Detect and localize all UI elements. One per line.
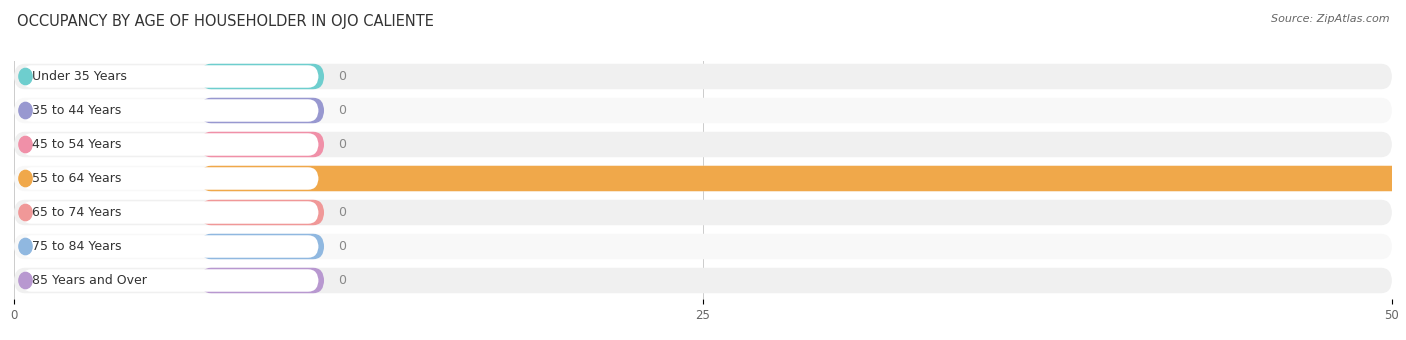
Text: 45 to 54 Years: 45 to 54 Years <box>32 138 122 151</box>
FancyBboxPatch shape <box>200 98 325 123</box>
Text: 0: 0 <box>337 240 346 253</box>
Circle shape <box>18 204 32 221</box>
FancyBboxPatch shape <box>21 235 319 258</box>
FancyBboxPatch shape <box>14 166 1392 191</box>
FancyBboxPatch shape <box>14 234 1392 259</box>
FancyBboxPatch shape <box>200 166 1406 191</box>
Text: 85 Years and Over: 85 Years and Over <box>32 274 148 287</box>
Text: 55 to 64 Years: 55 to 64 Years <box>32 172 122 185</box>
FancyBboxPatch shape <box>14 200 1392 225</box>
Text: 65 to 74 Years: 65 to 74 Years <box>32 206 122 219</box>
FancyBboxPatch shape <box>200 200 325 225</box>
FancyBboxPatch shape <box>21 269 319 292</box>
FancyBboxPatch shape <box>21 167 319 190</box>
FancyBboxPatch shape <box>21 99 319 122</box>
FancyBboxPatch shape <box>21 65 319 88</box>
FancyBboxPatch shape <box>21 133 319 156</box>
Circle shape <box>18 68 32 85</box>
FancyBboxPatch shape <box>200 132 325 157</box>
Text: Under 35 Years: Under 35 Years <box>32 70 127 83</box>
FancyBboxPatch shape <box>21 201 319 224</box>
Text: 0: 0 <box>337 206 346 219</box>
FancyBboxPatch shape <box>200 234 325 259</box>
Text: 0: 0 <box>337 138 346 151</box>
Text: 0: 0 <box>337 274 346 287</box>
Text: OCCUPANCY BY AGE OF HOUSEHOLDER IN OJO CALIENTE: OCCUPANCY BY AGE OF HOUSEHOLDER IN OJO C… <box>17 14 433 29</box>
FancyBboxPatch shape <box>14 132 1392 157</box>
Circle shape <box>18 170 32 187</box>
FancyBboxPatch shape <box>200 268 325 293</box>
Circle shape <box>18 272 32 289</box>
FancyBboxPatch shape <box>200 64 325 89</box>
Text: 35 to 44 Years: 35 to 44 Years <box>32 104 121 117</box>
Circle shape <box>18 136 32 153</box>
FancyBboxPatch shape <box>14 268 1392 293</box>
Text: Source: ZipAtlas.com: Source: ZipAtlas.com <box>1271 14 1389 23</box>
Circle shape <box>18 238 32 255</box>
Text: 0: 0 <box>337 104 346 117</box>
Text: 0: 0 <box>337 70 346 83</box>
FancyBboxPatch shape <box>14 64 1392 89</box>
Text: 75 to 84 Years: 75 to 84 Years <box>32 240 122 253</box>
Circle shape <box>18 102 32 119</box>
FancyBboxPatch shape <box>14 98 1392 123</box>
